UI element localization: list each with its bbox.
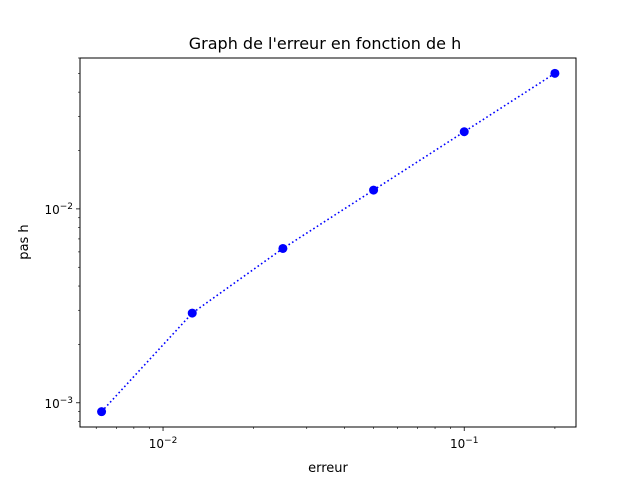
plot-area-background xyxy=(80,58,576,427)
series-layer xyxy=(97,68,560,417)
data-point xyxy=(97,407,107,417)
major-ticks: 10−2 10−1 10−3 10−2 xyxy=(44,202,478,451)
data-point xyxy=(459,127,469,137)
y-tick-label: 10−2 xyxy=(44,202,73,217)
x-tick-label: 10−2 xyxy=(149,436,178,451)
x-tick-label: 10−1 xyxy=(450,436,479,451)
x-axis-label: erreur xyxy=(308,461,348,476)
y-axis-label: pas h xyxy=(17,224,32,259)
plot-area-frame xyxy=(79,57,577,428)
chart-title: Graph de l'erreur en fonction de h xyxy=(189,34,462,53)
series-line xyxy=(100,72,556,413)
data-point xyxy=(369,185,379,195)
data-point xyxy=(550,68,560,78)
data-point xyxy=(278,243,288,253)
data-point xyxy=(187,308,197,318)
y-tick-label: 10−3 xyxy=(44,396,73,411)
